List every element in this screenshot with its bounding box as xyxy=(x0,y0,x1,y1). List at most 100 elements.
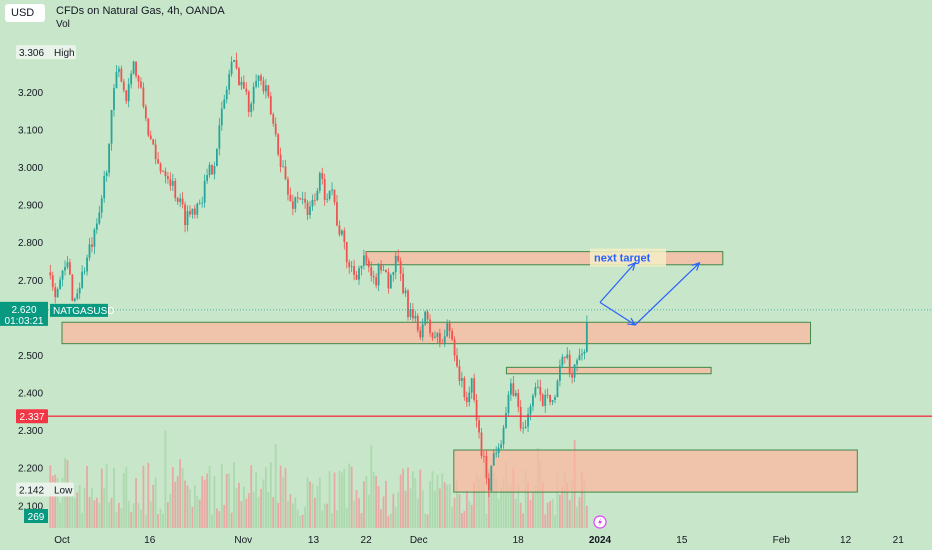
volume-bar xyxy=(438,488,441,528)
candle-body xyxy=(429,319,431,333)
volume-bar xyxy=(345,507,348,528)
candle-body xyxy=(73,298,76,301)
volume-bar xyxy=(122,473,125,528)
volume-bar xyxy=(220,463,223,528)
candle-body xyxy=(213,166,216,175)
volume-bar xyxy=(216,508,218,528)
volume-badge xyxy=(24,509,48,523)
candle-body xyxy=(556,380,559,398)
candle-body xyxy=(576,360,578,365)
volume-bar xyxy=(257,496,260,528)
candle-body xyxy=(397,256,400,262)
volume-bar xyxy=(184,480,186,528)
candle-body xyxy=(453,339,456,356)
candle-body xyxy=(228,74,231,90)
candle-body xyxy=(277,134,280,155)
volume-bar xyxy=(343,468,346,528)
volume-bar xyxy=(524,469,527,528)
candle-body xyxy=(118,68,120,72)
volume-bar xyxy=(144,514,147,528)
volume-bar xyxy=(252,491,255,528)
candle-body xyxy=(475,399,478,421)
candle-body xyxy=(409,309,412,318)
volume-bar xyxy=(299,515,302,528)
candle-body xyxy=(470,378,473,393)
volume-bar xyxy=(375,476,378,528)
path-arrow-line[interactable] xyxy=(599,262,636,303)
volume-bar xyxy=(171,467,174,528)
volume-bar xyxy=(568,500,571,528)
volume-bar xyxy=(125,467,128,528)
candle-body xyxy=(345,242,348,263)
volume-bar xyxy=(571,478,574,528)
y-tick-label: 2.800 xyxy=(18,238,43,249)
candle-body xyxy=(473,378,476,400)
volume-bar xyxy=(191,506,194,528)
volume-bar xyxy=(419,469,422,528)
volume-bar xyxy=(51,475,54,528)
candle-body xyxy=(539,386,542,395)
candle-body xyxy=(387,272,390,289)
candle-body xyxy=(578,355,581,361)
volume-bar xyxy=(208,465,211,528)
volume-bar xyxy=(483,462,485,528)
currency-button[interactable]: USD xyxy=(5,4,45,22)
candle-body xyxy=(510,383,512,395)
volume-bar xyxy=(304,506,307,528)
candle-body xyxy=(544,394,547,406)
zone-rectangle[interactable] xyxy=(365,251,724,266)
volume-bar xyxy=(321,510,324,528)
candle-body xyxy=(404,290,407,294)
volume-bar xyxy=(73,497,76,528)
volume-bar xyxy=(348,463,351,528)
zone-rectangle[interactable] xyxy=(505,366,712,375)
candle-body xyxy=(289,194,292,202)
candle-body xyxy=(247,91,250,113)
candle-body xyxy=(83,271,86,273)
candle-body xyxy=(142,87,145,107)
volume-bar xyxy=(404,490,407,528)
annotation-next-target[interactable]: next target xyxy=(594,253,651,265)
volume-bar xyxy=(490,485,493,528)
volume-bar xyxy=(287,501,289,528)
candle-body xyxy=(446,323,449,337)
candle-body xyxy=(51,275,54,288)
candle-body xyxy=(426,311,429,320)
candle-body xyxy=(110,109,113,144)
volume-bar xyxy=(309,481,311,528)
candle-body xyxy=(338,225,341,235)
candle-body xyxy=(69,262,71,275)
volume-bar xyxy=(203,479,206,528)
candle-body xyxy=(294,197,297,209)
candle-body xyxy=(514,392,517,396)
candle-body xyxy=(326,198,329,200)
candle-body xyxy=(377,264,380,286)
path-arrow-line[interactable] xyxy=(599,301,636,326)
candle-body xyxy=(434,336,436,338)
volume-bar xyxy=(443,482,446,528)
candle-body xyxy=(167,176,169,179)
zone-rectangle[interactable] xyxy=(453,449,858,493)
volume-bar xyxy=(260,488,262,528)
volume-bar xyxy=(135,478,137,528)
candle-body xyxy=(100,198,103,213)
candle-body xyxy=(350,266,353,268)
volume-bar xyxy=(350,466,353,528)
y-tick-label: 2.900 xyxy=(18,201,43,212)
volume-bar xyxy=(76,492,79,528)
path-arrow-line[interactable] xyxy=(634,262,700,326)
candle-body xyxy=(340,230,343,235)
candle-body xyxy=(419,330,422,338)
y-tick-label: 3.200 xyxy=(18,88,43,99)
candle-body xyxy=(54,287,57,298)
volume-bar xyxy=(583,479,586,528)
volume-bar xyxy=(88,497,91,528)
volume-bar xyxy=(240,501,243,528)
high-label: High xyxy=(54,48,75,59)
volume-bar xyxy=(522,513,525,528)
zone-rectangle[interactable] xyxy=(61,321,812,345)
volume-bar xyxy=(527,482,529,528)
candle-body xyxy=(189,211,191,215)
candle-body xyxy=(522,427,525,429)
